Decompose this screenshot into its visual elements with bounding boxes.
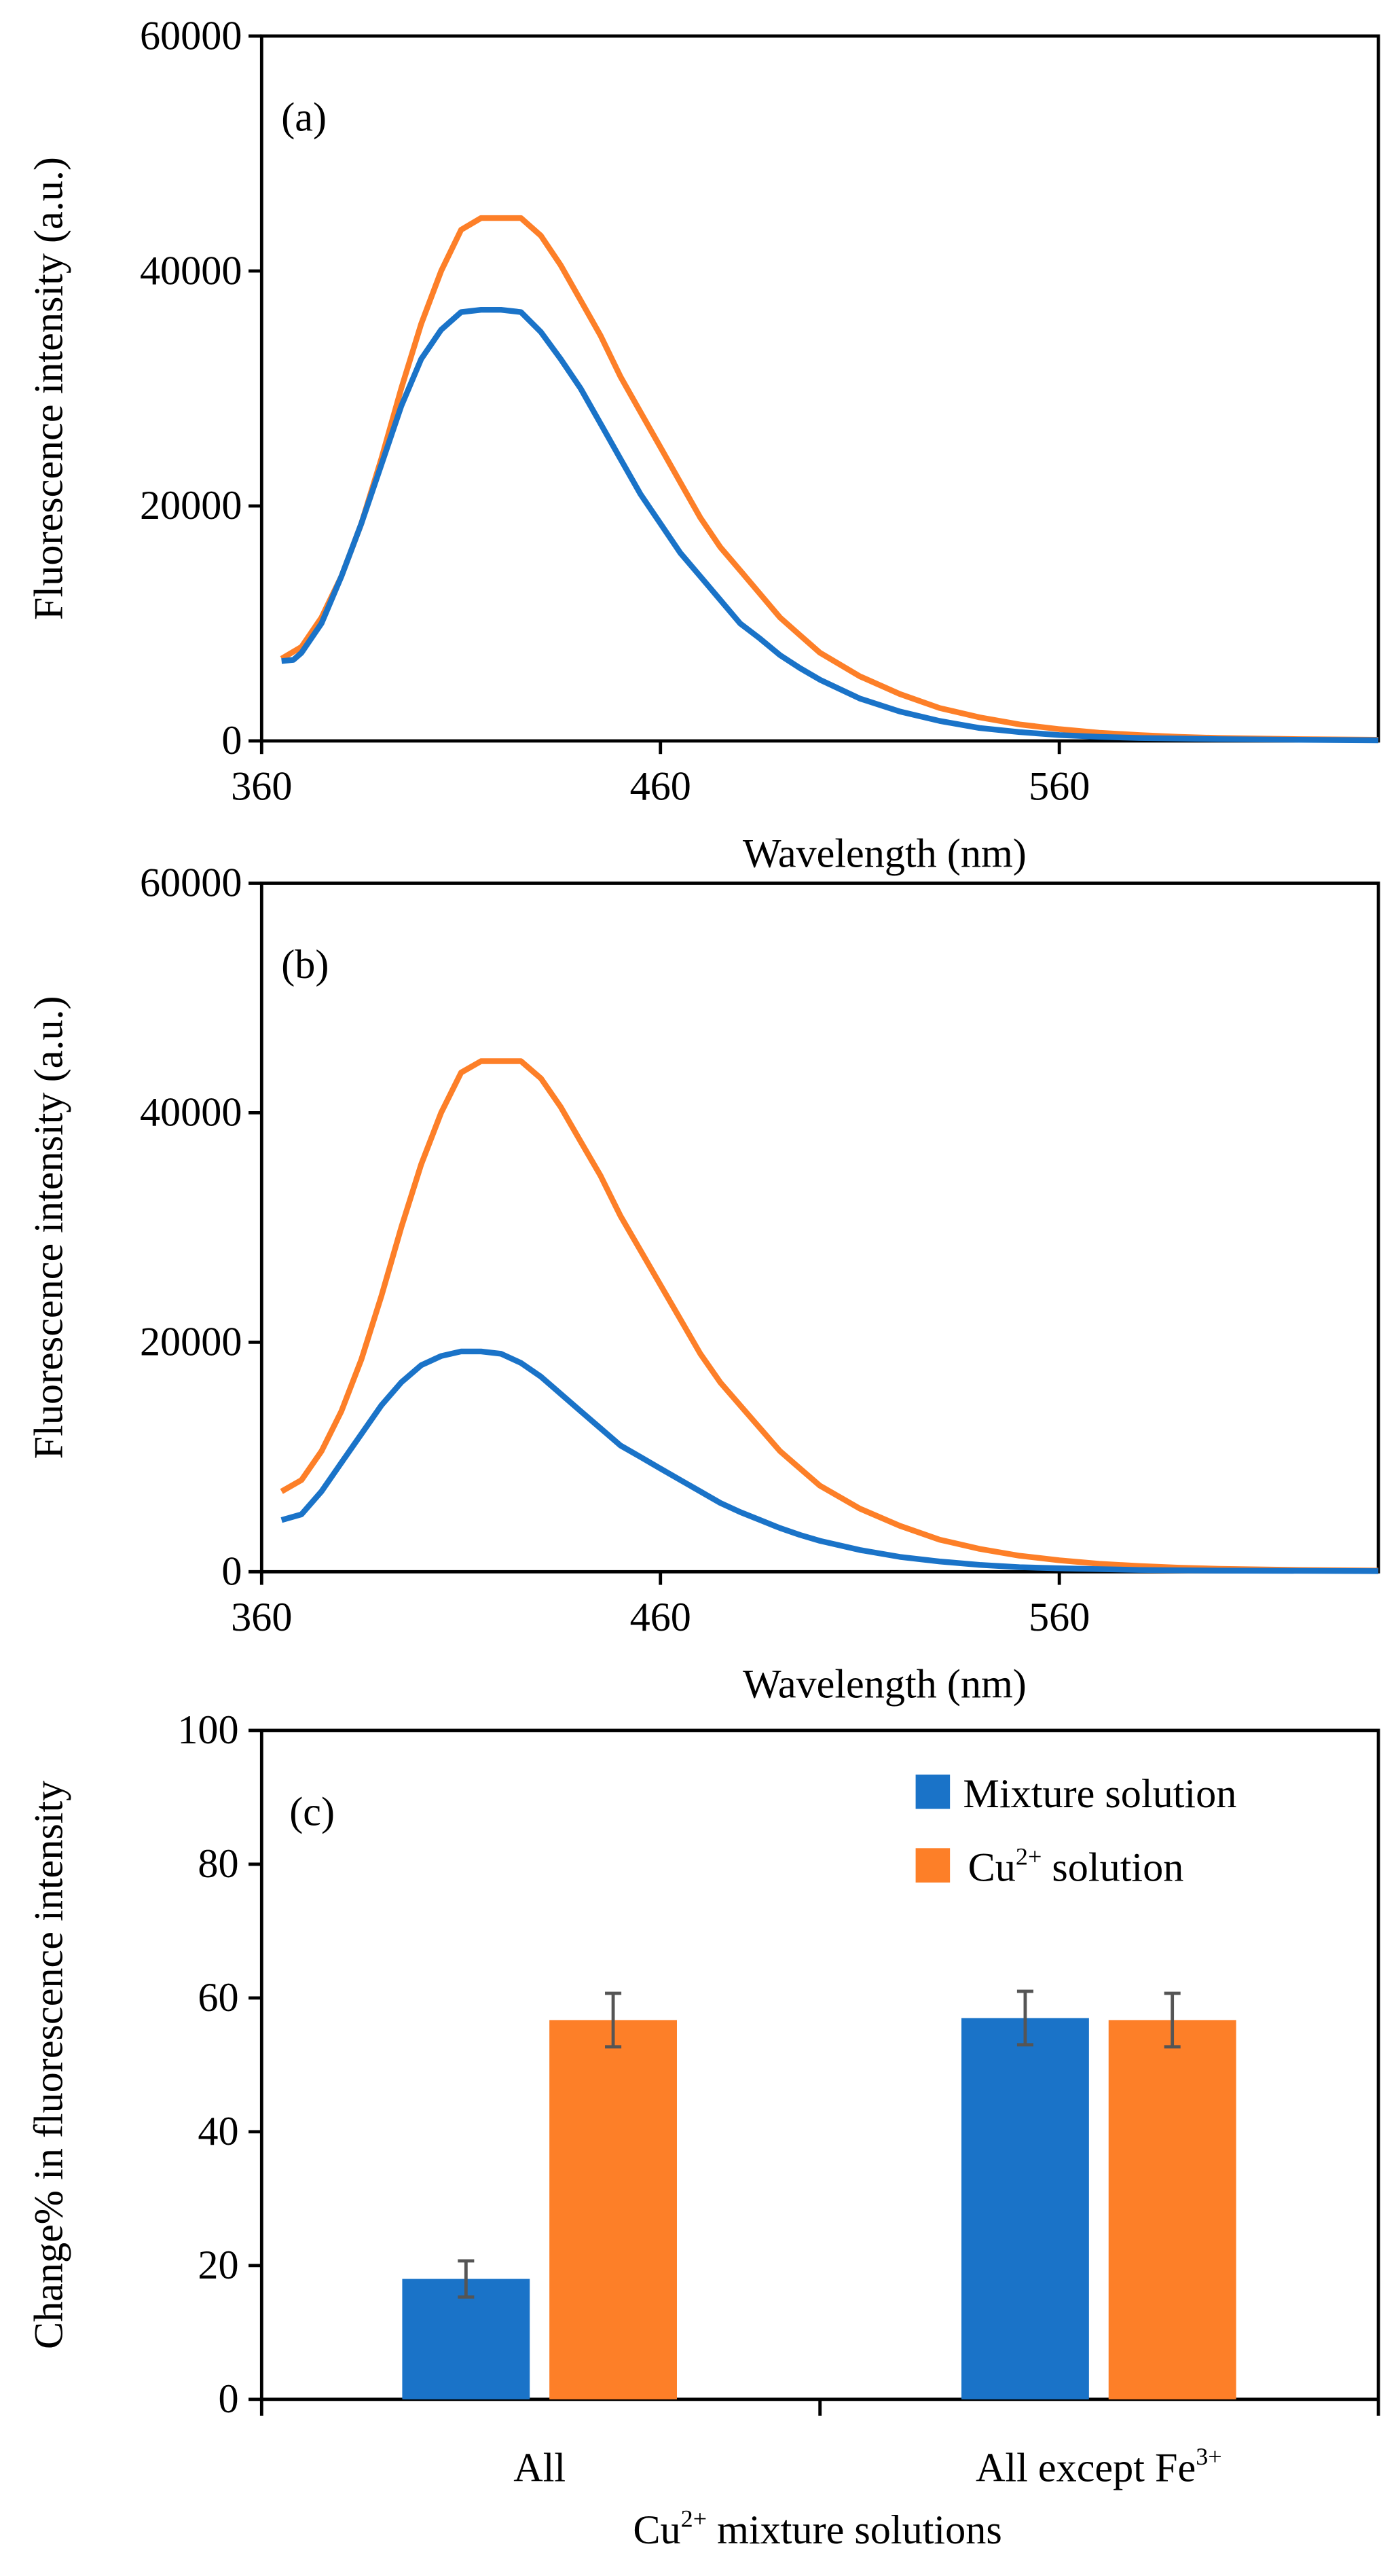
y-tick-label: 20000: [140, 483, 242, 528]
y-tick-label: 40000: [140, 1090, 242, 1136]
x-axis-title: Wavelength (nm): [743, 1662, 1027, 1707]
x-tick-label: 560: [1029, 1595, 1090, 1640]
c-x-axis-title: Cu2+ mixture solutions: [633, 2505, 1001, 2553]
y-tick-label: 60000: [140, 860, 242, 906]
series-line-orange: [280, 1058, 1379, 1574]
c-category-label-all: All: [513, 2445, 566, 2490]
x-tick-label: 360: [231, 1595, 292, 1640]
x-tick-label: 560: [1029, 764, 1090, 810]
x-tick-label: 460: [630, 1595, 691, 1640]
series-line-orange: [280, 215, 1379, 743]
panel-label: (b): [281, 942, 329, 987]
y-tick-label: 60: [198, 1975, 238, 2020]
y-tick-label: 80: [198, 1841, 238, 1887]
y-axis-title: Change% in fluorescence intensity: [26, 1781, 72, 2349]
bar-mixture-1: [961, 2018, 1089, 2399]
y-tick-label: 0: [221, 1549, 242, 1595]
bar-mixture-0: [402, 2279, 530, 2399]
series-line-blue: [280, 1348, 1379, 1574]
panel-c-chart: All All except Fe3+ Cu2+ mixture solutio…: [26, 1707, 1380, 2553]
y-tick-label: 20000: [140, 1320, 242, 1365]
series-line-blue: [281, 306, 1379, 744]
plot-frame: [259, 882, 1380, 1574]
c-category-label-except-fe: All except Fe3+: [976, 2443, 1222, 2490]
y-tick-label: 100: [177, 1707, 238, 1753]
y-axis-title: Fluorescence intensity (a.u.): [26, 157, 72, 620]
x-axis-title: Wavelength (nm): [743, 831, 1027, 876]
y-tick-label: 40: [198, 2109, 238, 2154]
legend-swatch-cu: [915, 1848, 951, 1883]
y-tick-label: 20: [198, 2243, 238, 2288]
legend-label-mixture: Mixture solution: [963, 1771, 1236, 1817]
bar-cu-0: [549, 2020, 677, 2399]
x-tick-label: 360: [231, 764, 292, 810]
plot-frame: [259, 34, 1380, 743]
x-tick-label: 460: [630, 764, 691, 810]
bar-cu-1: [1108, 2020, 1236, 2399]
y-tick-label: 0: [219, 2376, 239, 2422]
panel-label: (c): [289, 1790, 335, 1835]
y-axis-title: Fluorescence intensity (a.u.): [26, 996, 72, 1459]
y-tick-label: 40000: [140, 248, 242, 293]
panel-label: (a): [281, 95, 327, 141]
legend-label-cu: Cu2+ solution: [968, 1843, 1184, 1890]
y-tick-label: 0: [221, 718, 242, 763]
y-tick-label: 60000: [140, 13, 242, 58]
legend-swatch-mixture: [915, 1774, 951, 1809]
